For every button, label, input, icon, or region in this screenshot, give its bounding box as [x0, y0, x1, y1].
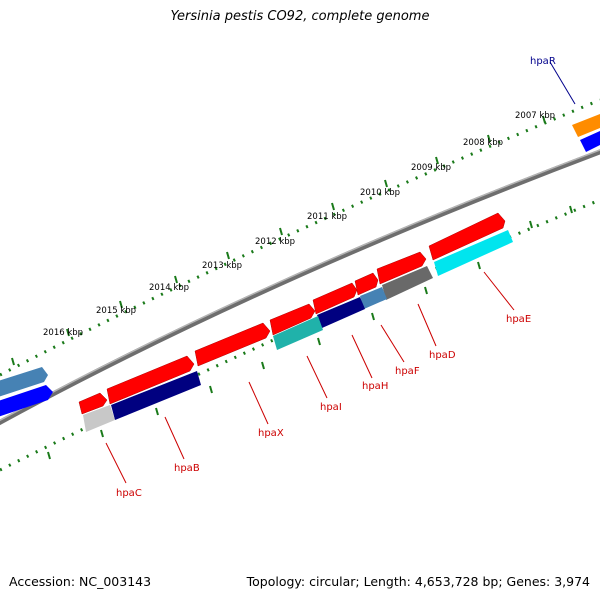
forward-genes [78, 212, 506, 415]
genome-summary: Topology: circular; Length: 4,653,728 bp… [246, 574, 590, 589]
tick-label: 2007 kbp [515, 111, 555, 121]
tick-label: 2013 kbp [202, 261, 242, 271]
outer-tick-track [0, 98, 600, 377]
feature-block-cyan-hpaE[interactable] [434, 230, 513, 276]
gene-label-hpaR[interactable]: hpaR [530, 56, 556, 67]
feature-block-teal-hpaI[interactable] [273, 316, 323, 350]
gene-label-hpaH[interactable]: hpaH [362, 381, 388, 392]
map-title: Yersinia pestis CO92, complete genome [170, 9, 430, 24]
gene-label-hpaB[interactable]: hpaB [174, 463, 200, 474]
gene-labels: hpaR hpaE hpaD hpaF hpaH hpaI hpaX hpaB … [116, 56, 556, 499]
gene-arrow-hpaE[interactable] [428, 212, 506, 261]
tick-label: 2008 kbp [463, 138, 503, 148]
feature-block-hpaR[interactable] [572, 114, 600, 137]
gene-arrow-hpaB[interactable] [106, 355, 195, 405]
genome-backbone [0, 149, 600, 426]
gene-label-hpaX[interactable]: hpaX [258, 428, 284, 439]
feature-block-navy-hpaH[interactable] [317, 297, 365, 328]
feature-block-lightgray-hpaC[interactable] [83, 405, 115, 432]
major-ticks [11, 115, 573, 460]
leader-lines [105, 61, 576, 484]
tick-label: 2011 kbp [307, 212, 347, 222]
gene-label-hpaD[interactable]: hpaD [429, 350, 456, 361]
gene-arrow-hpaD[interactable] [376, 251, 427, 285]
kbp-labels: 2007 kbp 2008 kbp 2009 kbp 2010 kbp 2011… [43, 111, 555, 338]
gene-arrow-hpaI[interactable] [269, 303, 316, 336]
feature-block-steelblue-hpaF[interactable] [360, 287, 387, 309]
tick-label: 2015 kbp [96, 306, 136, 316]
gene-label-hpaC[interactable]: hpaC [116, 488, 142, 499]
feature-block-gray-hpaD[interactable] [382, 266, 433, 300]
gene-label-hpaE[interactable]: hpaE [506, 314, 531, 325]
gene-arrow-hpaX[interactable] [194, 322, 271, 367]
gene-label-hpaF[interactable]: hpaF [395, 366, 420, 377]
reverse-features [83, 230, 513, 432]
tick-label: 2009 kbp [411, 163, 451, 173]
accession-label: Accession: NC_003143 [9, 574, 152, 589]
tick-label: 2012 kbp [255, 237, 295, 247]
gene-arrow-hpaH[interactable] [312, 282, 358, 315]
feature-block-left-steelblue[interactable] [0, 367, 48, 398]
gene-arrow-hpaF[interactable] [354, 272, 379, 296]
gene-label-hpaI[interactable]: hpaI [320, 402, 342, 413]
feature-block-navy-hpaB[interactable] [111, 371, 201, 420]
feature-block-left-blue[interactable] [0, 385, 53, 418]
tick-label: 2016 kbp [43, 328, 83, 338]
feature-block-right-blue[interactable] [580, 131, 600, 152]
genome-backbone-highlight [0, 149, 600, 422]
gene-arrow-hpaC[interactable] [78, 392, 108, 415]
tick-label: 2014 kbp [149, 283, 189, 293]
tick-label: 2010 kbp [360, 188, 400, 198]
